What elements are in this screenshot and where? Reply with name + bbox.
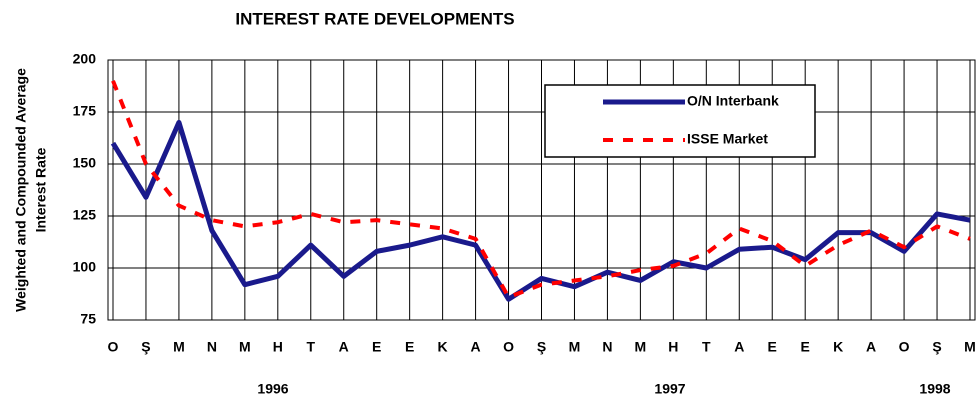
year-label: 1997 [654,381,685,397]
x-tick-label: E [768,339,777,355]
x-tick-label: O [108,339,119,355]
x-tick-label: Ş [932,339,941,355]
x-tick-label: H [273,339,283,355]
x-tick-label: N [602,339,612,355]
series-line [111,80,971,300]
x-tick-label: T [702,339,711,355]
x-tick-label: M [239,339,251,355]
y-axis-label: Weighted and Compounded Average [13,68,29,312]
x-tick-label: M [635,339,647,355]
x-tick-label: H [668,339,678,355]
x-tick-label: Ş [141,339,150,355]
x-tick-label: N [207,339,217,355]
y-axis-label: Interest Rate [33,147,49,232]
x-tick-label: K [438,339,448,355]
x-tick-label: O [899,339,910,355]
x-tick-label: E [372,339,381,355]
x-tick-label: E [405,339,414,355]
legend-label: O/N Interbank [687,93,779,109]
x-tick-label: A [866,339,876,355]
x-tick-label: T [306,339,315,355]
chart-title: INTEREST RATE DEVELOPMENTS [235,9,514,28]
y-tick-label: 125 [73,207,97,223]
x-tick-label: O [503,339,514,355]
x-tick-label: M [569,339,581,355]
y-tick-label: 150 [73,155,97,171]
series-line [110,119,971,302]
legend-label: ISSE Market [687,131,768,147]
x-tick-label: K [833,339,843,355]
year-label: 1998 [919,381,950,397]
year-label: 1996 [257,381,288,397]
y-tick-label: 200 [73,51,97,67]
x-tick-label: E [801,339,810,355]
plot-frame [107,59,976,321]
x-tick-label: A [339,339,349,355]
x-tick-label: M [964,339,976,355]
y-tick-label: 75 [80,311,96,327]
y-tick-label: 175 [73,103,97,119]
legend-box [544,84,816,158]
x-tick-label: M [173,339,185,355]
y-tick-label: 100 [73,259,97,275]
x-tick-label: A [734,339,744,355]
x-tick-label: A [471,339,481,355]
x-tick-label: Ş [537,339,546,355]
